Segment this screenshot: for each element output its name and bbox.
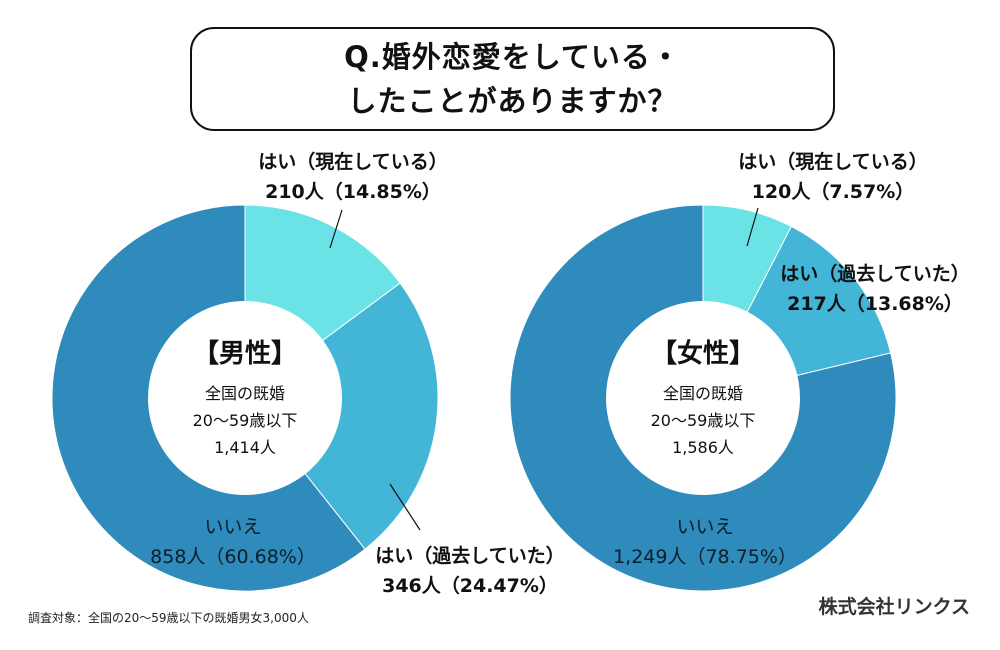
- female-no-label: いいえ 1,249人（78.75%）: [590, 512, 820, 572]
- male-no-count: 858人（60.68%）: [150, 546, 316, 568]
- male-current-name: はい（現在している）: [258, 151, 448, 173]
- female-current-name: はい（現在している）: [738, 151, 928, 173]
- female-center-text: 【女性】 全国の既婚 20〜59歳以下 1,586人: [603, 336, 803, 461]
- male-chart-title: 【男性】: [192, 339, 297, 369]
- male-current-label: はい（現在している） 210人（14.85%）: [248, 147, 458, 207]
- male-donut-chart: [51, 204, 439, 592]
- question-title-line1: Q.婚外恋愛をしている・: [344, 40, 681, 74]
- male-past-name: はい（過去していた）: [375, 545, 565, 567]
- question-title-box: Q.婚外恋愛をしている・ したことがありますか？: [190, 27, 835, 131]
- male-past-leader-line: [389, 483, 421, 531]
- female-donut-hole: [606, 301, 800, 495]
- female-past-label: はい（過去していた） 217人（13.68%）: [765, 259, 985, 319]
- female-donut-chart: [509, 204, 897, 592]
- male-donut-hole: [148, 301, 342, 495]
- male-center-line3: 1,414人: [214, 438, 276, 457]
- male-no-label: いいえ 858人（60.68%）: [128, 512, 338, 572]
- female-past-count: 217人（13.68%）: [787, 293, 963, 315]
- company-name: 株式会社リンクス: [818, 596, 970, 618]
- female-no-name: いいえ: [676, 516, 734, 538]
- male-center-text: 【男性】 全国の既婚 20〜59歳以下 1,414人: [145, 336, 345, 461]
- male-slice-past: [244, 282, 439, 550]
- female-current-leader-line: [746, 207, 759, 247]
- male-current-leader-line: [329, 209, 343, 249]
- survey-footnote: 調査対象：全国の20～59歳以下の既婚男女3,000人: [28, 611, 309, 625]
- male-past-count: 346人（24.47%）: [382, 575, 558, 597]
- leader-lines: [329, 207, 759, 531]
- female-past-name: はい（過去していた）: [780, 263, 970, 285]
- female-no-count: 1,249人（78.75%）: [613, 546, 797, 568]
- female-current-count: 120人（7.57%）: [751, 181, 915, 203]
- male-current-count: 210人（14.85%）: [265, 181, 441, 203]
- female-center-line1: 全国の既婚: [662, 384, 743, 403]
- female-chart-title: 【女性】: [650, 339, 755, 369]
- male-center-line1: 全国の既婚: [204, 384, 285, 403]
- male-past-label: はい（過去していた） 346人（24.47%）: [355, 541, 585, 601]
- female-current-label: はい（現在している） 120人（7.57%）: [728, 147, 938, 207]
- female-center-line3: 1,586人: [672, 438, 734, 457]
- female-center-line2: 20〜59歳以下: [650, 411, 756, 430]
- question-title-line2: したことがありますか？: [347, 84, 678, 118]
- male-center-line2: 20〜59歳以下: [192, 411, 298, 430]
- male-no-name: いいえ: [204, 516, 262, 538]
- female-slice-no: [509, 204, 897, 592]
